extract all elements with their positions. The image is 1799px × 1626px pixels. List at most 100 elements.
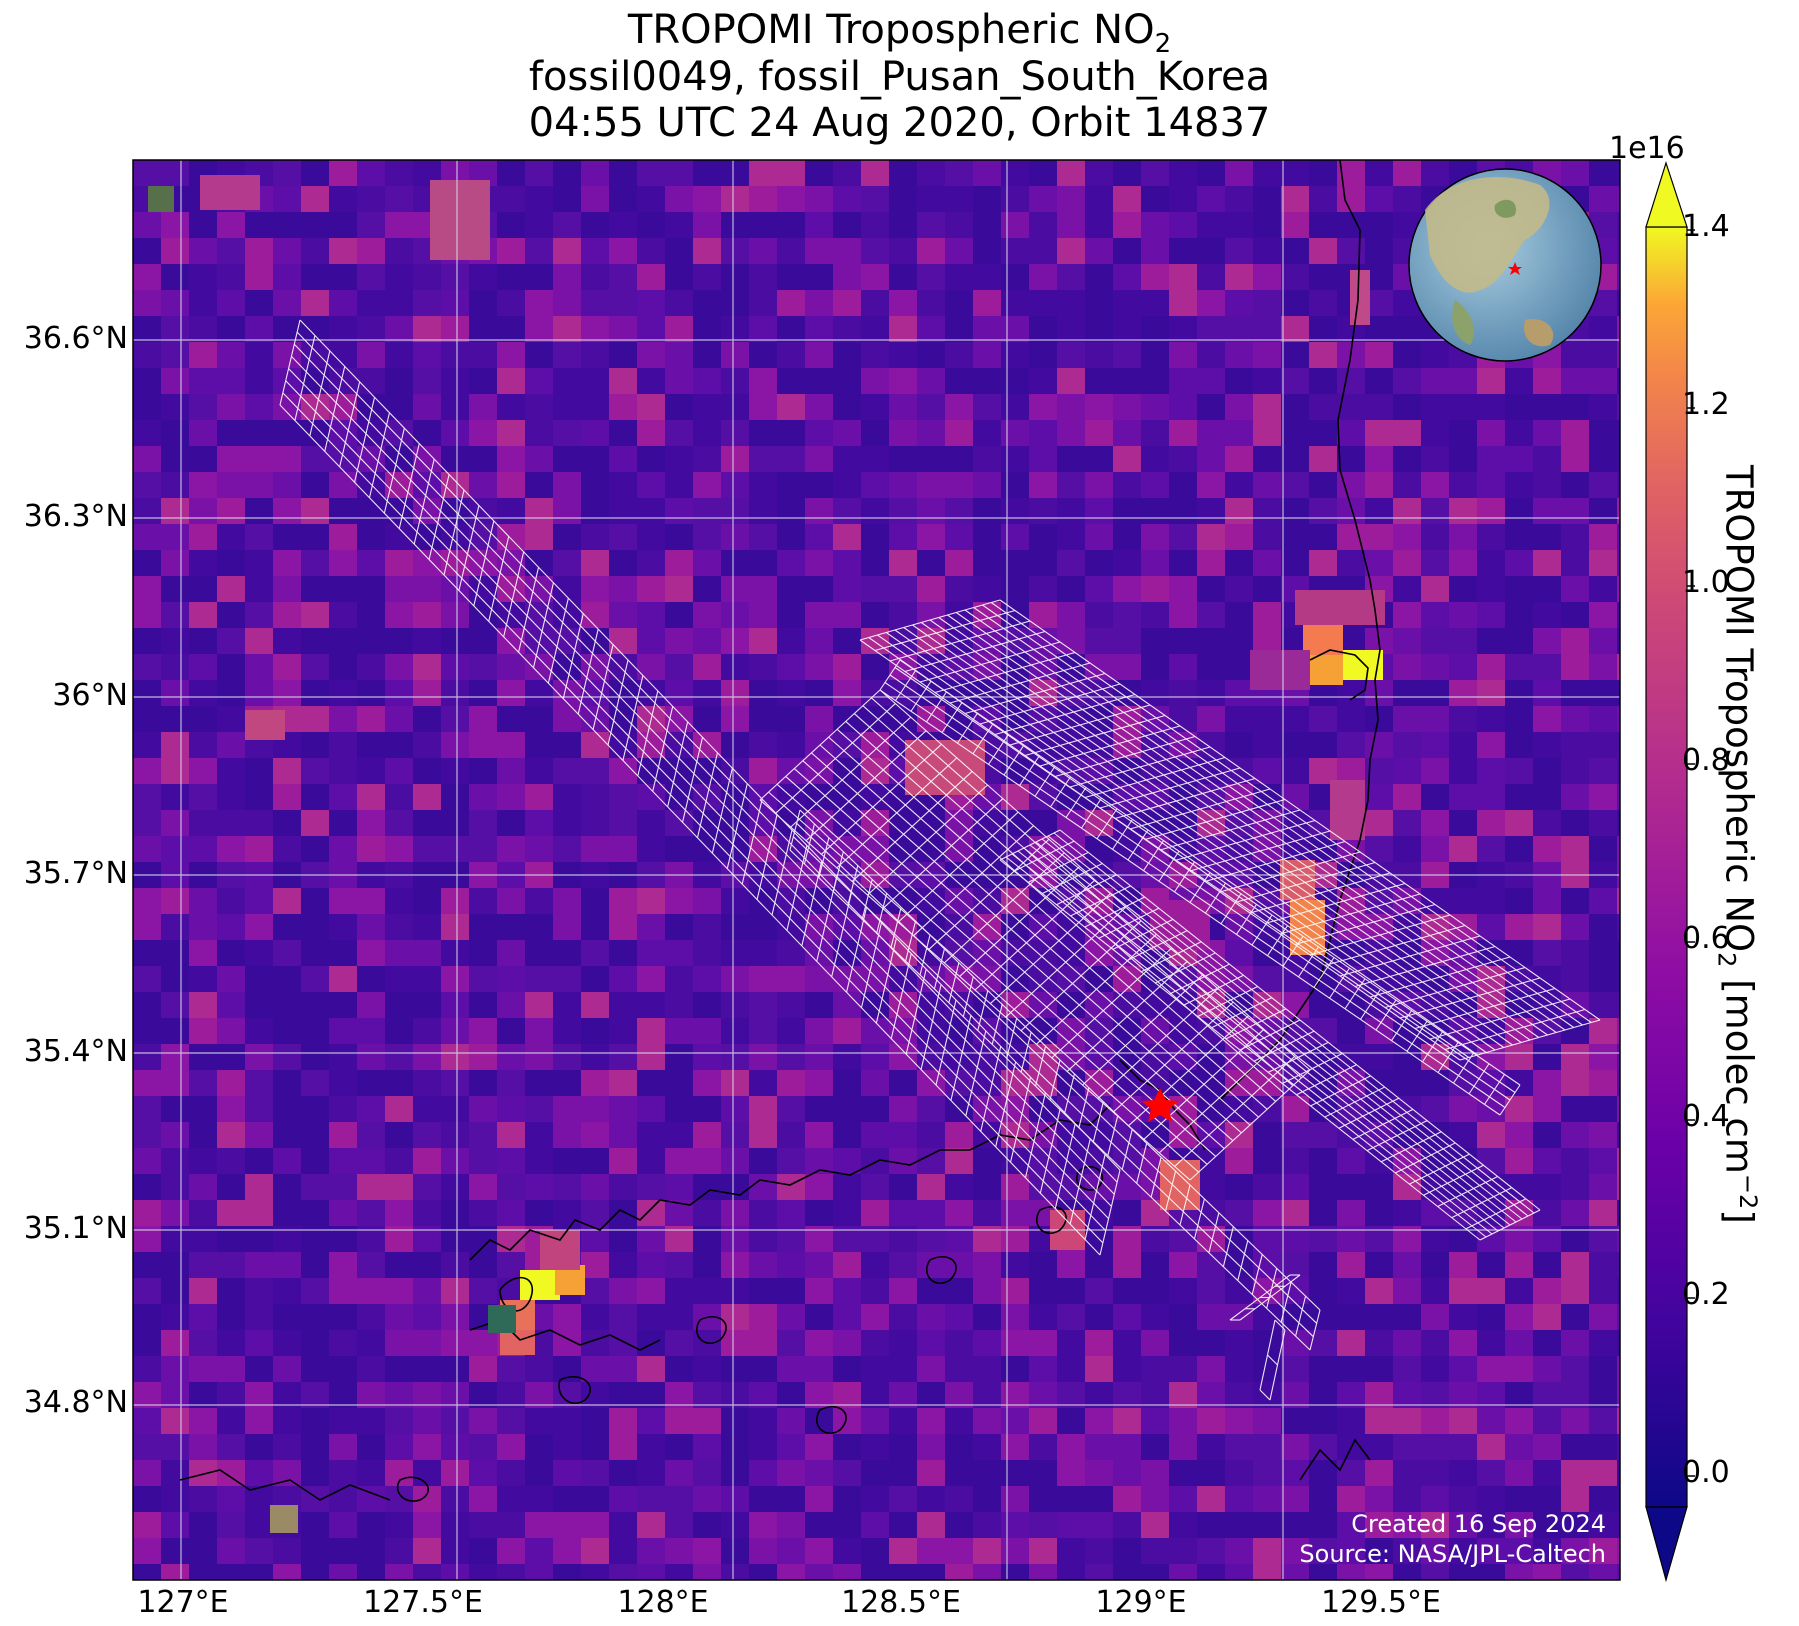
no2-pixel: [189, 680, 217, 706]
no2-pixel: [917, 394, 945, 420]
no2-pixel: [609, 602, 637, 628]
footprint-block: [1169, 963, 1230, 995]
footprint-block: [1066, 961, 1188, 1072]
no2-pixel: [1169, 160, 1197, 186]
no2-pixel: [1281, 1096, 1309, 1122]
no2-pixel: [1197, 212, 1225, 238]
no2-pixel: [357, 940, 385, 966]
no2-pixel: [1561, 1330, 1589, 1356]
no2-pixel: [1309, 264, 1337, 290]
no2-pixel: [413, 342, 441, 368]
no2-pixel: [749, 1434, 777, 1460]
no2-pixel: [1225, 186, 1253, 212]
footprint-strip: [1020, 1032, 1032, 1073]
no2-pixel: [777, 1564, 805, 1580]
no2-pixel: [441, 1512, 469, 1538]
no2-pixel: [693, 576, 721, 602]
no2-pixel: [1141, 394, 1169, 420]
no2-pixel: [777, 1304, 805, 1330]
no2-pixel: [889, 1538, 917, 1564]
no2-pixel: [581, 264, 609, 290]
no2-pixel: [441, 1486, 469, 1512]
no2-pixel: [1085, 1044, 1113, 1070]
no2-pixel: [273, 1200, 301, 1226]
no2-pixel: [525, 498, 553, 524]
footprint-block: [1444, 1008, 1586, 1051]
no2-pixel: [1085, 368, 1113, 394]
no2-pixel: [1505, 1460, 1533, 1486]
no2-pixel: [861, 342, 889, 368]
no2-pixel: [1533, 498, 1561, 524]
no2-pixel: [973, 368, 1001, 394]
colorbar-label-text: TROPOMI Tropospheric NO: [1717, 465, 1761, 953]
no2-pixel: [1477, 810, 1505, 836]
no2-pixel: [1253, 524, 1281, 550]
no2-pixel: [1169, 238, 1197, 264]
no2-pixel: [665, 1252, 693, 1278]
no2-pixel: [189, 498, 217, 524]
no2-pixel: [1561, 1200, 1589, 1226]
no2-pixel: [1029, 160, 1057, 186]
no2-pixel: [889, 1044, 917, 1070]
no2-pixel: [273, 654, 301, 680]
no2-pixel: [217, 732, 245, 758]
no2-pixel: [1337, 420, 1365, 446]
no2-pixel: [553, 290, 581, 316]
no2-pixel: [1029, 186, 1057, 212]
no2-pixel: [665, 810, 693, 836]
no2-pixel: [497, 758, 525, 784]
no2-pixel: [1365, 810, 1393, 836]
no2-pixel: [161, 1512, 189, 1538]
no2-pixel: [1197, 628, 1225, 654]
footprint-block: [1399, 977, 1541, 1019]
no2-pixel: [945, 1278, 973, 1304]
no2-pixel: [497, 472, 525, 498]
no2-pixel: [665, 1486, 693, 1512]
no2-pixel: [301, 1356, 329, 1382]
no2-pixel: [469, 1018, 497, 1044]
no2-pixel: [357, 316, 385, 342]
no2-pixel: [1029, 1460, 1057, 1486]
lon-tick-label: 128.5°E: [841, 1585, 961, 1620]
no2-pixel: [217, 368, 245, 394]
no2-pixel: [1477, 1304, 1505, 1330]
no2-pixel: [217, 1356, 245, 1382]
no2-pixel: [357, 1200, 385, 1226]
no2-pixel: [441, 1122, 469, 1148]
no2-pixel: [777, 1408, 805, 1434]
no2-pixel: [861, 1434, 889, 1460]
no2-pixel: [385, 472, 413, 498]
no2-pixel: [945, 368, 973, 394]
no2-pixel: [133, 1356, 161, 1382]
no2-pixel: [441, 1330, 469, 1356]
no2-pixel: [1001, 342, 1029, 368]
no2-pixel: [1561, 758, 1589, 784]
no2-pixel: [1449, 368, 1477, 394]
no2-pixel: [1533, 940, 1561, 966]
no2-pixel: [889, 1070, 917, 1096]
no2-pixel: [133, 1304, 161, 1330]
no2-pixel: [1617, 342, 1620, 368]
no2-pixel: [1589, 1408, 1617, 1434]
no2-pixel: [441, 888, 469, 914]
no2-pixel: [749, 680, 777, 706]
no2-pixel: [1589, 316, 1617, 342]
no2-pixel: [161, 1096, 189, 1122]
no2-pixel: [1281, 420, 1309, 446]
no2-pixel: [273, 316, 301, 342]
footprint-block: [1375, 999, 1397, 1031]
no2-pixel: [637, 160, 665, 186]
no2-pixel: [1057, 836, 1085, 862]
no2-pixel: [329, 550, 357, 576]
no2-pixel: [609, 160, 637, 186]
no2-pixel: [749, 992, 777, 1018]
no2-pixel: [1169, 1408, 1197, 1434]
no2-pixel: [357, 628, 385, 654]
no2-pixel: [1533, 1044, 1561, 1070]
no2-pixel: [889, 1174, 917, 1200]
no2-pixel: [1281, 524, 1309, 550]
footprint-strip: [832, 851, 844, 892]
no2-pixel: [1449, 1330, 1477, 1356]
no2-pixel: [637, 1148, 665, 1174]
no2-pixel: [357, 238, 385, 264]
